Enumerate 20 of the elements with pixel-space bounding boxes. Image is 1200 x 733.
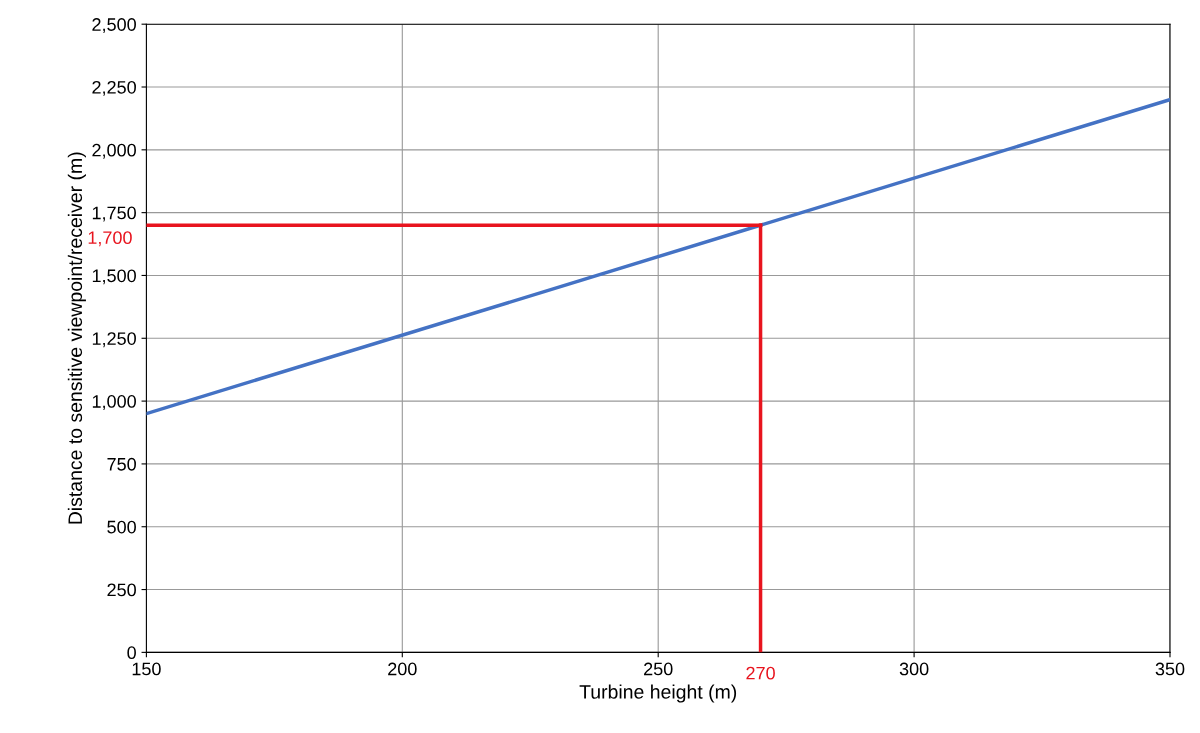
x-tick-label: 250 — [644, 662, 673, 676]
x-tick-label: 200 — [388, 662, 417, 676]
y-tick-label: 1,500 — [92, 269, 136, 285]
x-tick-label: 300 — [899, 662, 929, 676]
y-tick-label: 250 — [107, 583, 136, 597]
y-tick-label: 500 — [107, 520, 136, 534]
x-tick-label: 150 — [132, 662, 161, 676]
y-tick-label: 750 — [107, 457, 136, 471]
y-tick-label: 2,500 — [92, 18, 136, 34]
y-tick-label: 0 — [127, 646, 136, 660]
y-tick-label: 1,000 — [92, 395, 136, 410]
y-tick-label: 2,000 — [92, 143, 136, 159]
ref-line-label: 1,700 — [88, 231, 132, 247]
y-axis-title: Distance to sensitive viewpoint/receiver (m) — [67, 152, 86, 524]
x-tick-label: 350 — [1155, 662, 1185, 676]
y-tick-label: 1,250 — [92, 332, 136, 348]
x-axis-title: Turbine height (m) — [579, 684, 737, 703]
ref-line-label: 270 — [746, 666, 775, 680]
y-tick-label: 2,250 — [92, 80, 136, 96]
y-tick-label: 1,750 — [92, 206, 136, 222]
